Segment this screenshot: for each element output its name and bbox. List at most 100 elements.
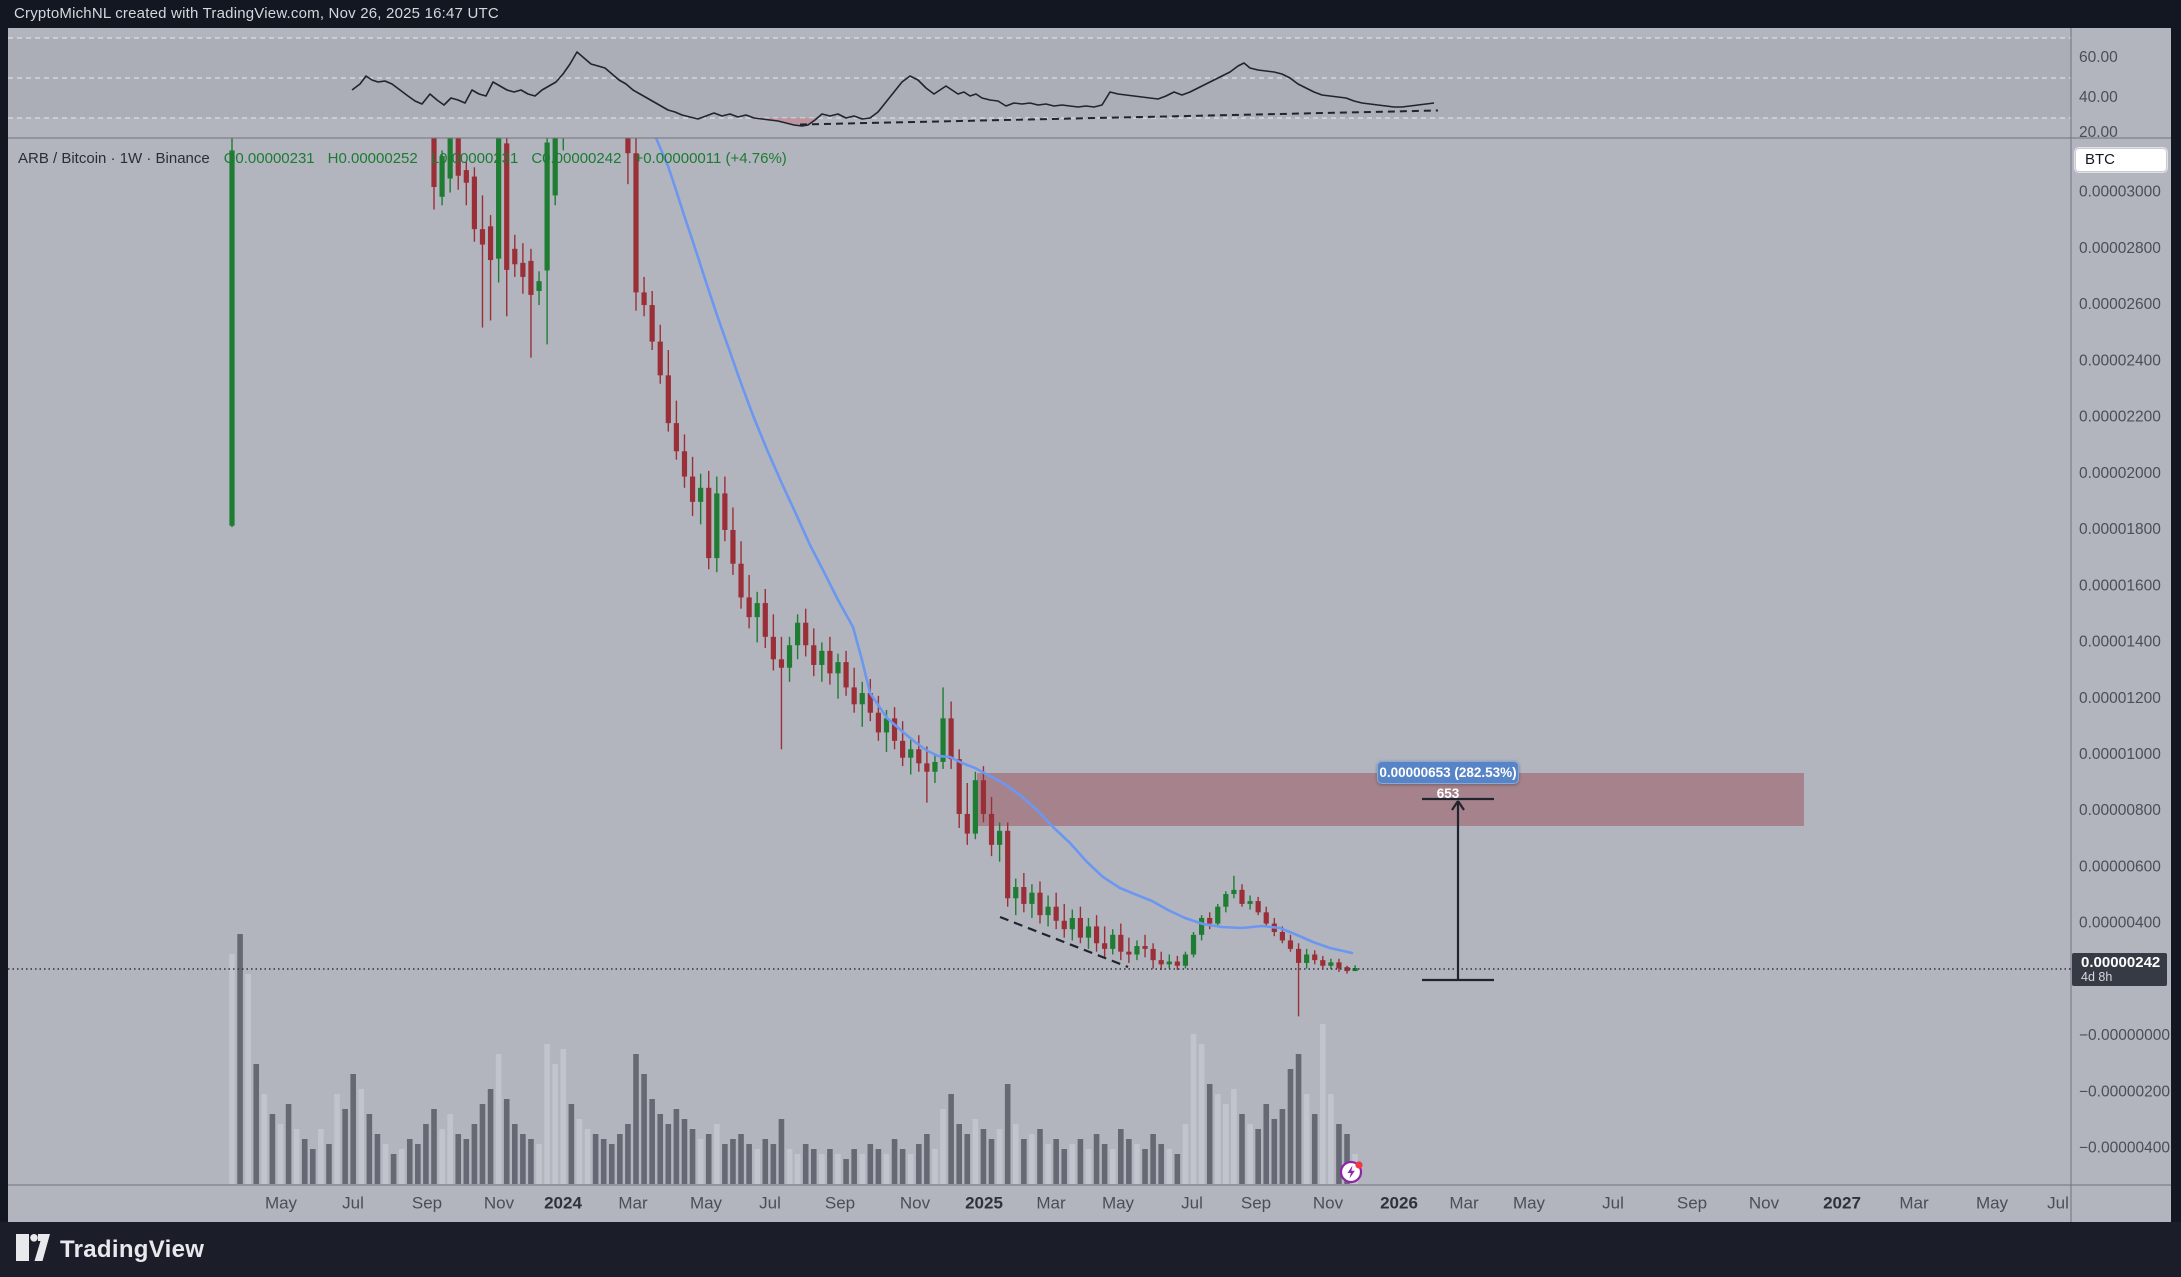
volume-bar (350, 1074, 356, 1184)
candle-body (698, 487, 704, 502)
volume-bar (584, 1129, 591, 1184)
price-axis[interactable]: 0.00003000 0.00002800 0.00002600 0.00002400… (2079, 184, 2170, 1157)
candle-body (1005, 830, 1011, 899)
rsi-tick-label: 40.00 (2079, 89, 2118, 106)
volume-bar (657, 1114, 664, 1184)
volume-bar (600, 1139, 607, 1184)
candle-body (891, 718, 898, 741)
volume-bar (1045, 1144, 1051, 1184)
rsi-pane[interactable] (8, 37, 2071, 127)
price-tick-label: 0.00001000 (2079, 746, 2161, 763)
time-tick-month: May (690, 1193, 723, 1212)
time-tick-month: Sep (1241, 1193, 1271, 1212)
candle-body (1223, 894, 1229, 907)
candle-body (908, 749, 914, 758)
candle-body (803, 622, 809, 646)
volume-bar (625, 1124, 631, 1184)
volume-bar (1263, 1104, 1270, 1184)
legend-close: C0.00000242 (531, 150, 622, 167)
volume-bar (681, 1119, 688, 1184)
price-tick-label: 0.00000600 (2079, 858, 2161, 875)
volume-bar (1166, 1149, 1173, 1184)
volume-bar (948, 1094, 954, 1184)
candle-body (851, 687, 857, 705)
candle-body (1287, 940, 1294, 949)
volume-bar (520, 1134, 526, 1184)
candle-body (1077, 917, 1083, 938)
candle-body (447, 138, 453, 179)
volume-bar (1021, 1139, 1027, 1184)
measure-tool[interactable] (1422, 797, 1494, 982)
price-tick-label: 0.00001600 (2079, 577, 2161, 594)
time-axis[interactable]: May Jul Sep Nov 2024 Mar May Jul Sep Nov 2025 Mar Ma… (265, 1193, 2069, 1212)
volume-bar (916, 1144, 922, 1184)
rsi-tick-label: 60.00 (2079, 49, 2118, 66)
price-tick-label: −0.00000000 (2079, 1027, 2170, 1044)
candle-body (1045, 906, 1051, 916)
volume-bar (301, 1139, 308, 1184)
price-pane[interactable] (8, 94, 2071, 1184)
candle-body (487, 226, 494, 261)
volume-bar (1271, 1119, 1278, 1184)
volume-bar (382, 1144, 389, 1184)
volume-bar (398, 1149, 405, 1184)
volume-bar (1077, 1139, 1084, 1184)
volume-bar (1101, 1144, 1108, 1184)
volume-bar (423, 1124, 429, 1184)
candle-body (1134, 946, 1140, 955)
volume-bar (277, 1124, 284, 1184)
currency-unit-button[interactable]: BTC (2075, 148, 2167, 172)
time-tick-month: Nov (1313, 1193, 1344, 1212)
candle-body (1053, 906, 1059, 921)
volume-bar (495, 1054, 502, 1184)
price-trendline[interactable] (999, 915, 1129, 969)
left-edge-strip (0, 28, 8, 1222)
tradingview-logo-icon[interactable] (16, 1233, 50, 1266)
tradingview-brand-text[interactable]: TradingView (60, 1235, 205, 1263)
symbol-legend[interactable]: ARB / Bitcoin · 1W · Binance O0.00000231 H… (18, 150, 800, 167)
lightning-icon (1339, 1160, 1363, 1184)
candle-body (722, 493, 728, 530)
candle-body (980, 780, 987, 814)
candle-body (1158, 960, 1164, 965)
candle-body (1352, 968, 1358, 972)
candle-body (1037, 892, 1043, 916)
volume-bar (1053, 1139, 1059, 1184)
time-tick-month: Sep (1677, 1193, 1707, 1212)
lightning-quick-action-button[interactable] (1339, 1160, 1364, 1184)
candle-body (786, 645, 793, 668)
time-tick-month: May (1102, 1193, 1135, 1212)
rsi-axis[interactable]: 60.00 40.00 20.00 (2079, 49, 2118, 141)
candle-body (1142, 946, 1148, 949)
candle-body (730, 529, 736, 564)
time-tick-month: Jul (759, 1193, 781, 1212)
moving-average-line (654, 138, 1354, 955)
candle-body (536, 281, 542, 291)
candle-body (689, 476, 696, 502)
volume-bar (1174, 1154, 1181, 1184)
volume-bar (1012, 1124, 1019, 1184)
volume-bar (1214, 1094, 1221, 1184)
volume-bar (1336, 1124, 1342, 1184)
candle-body (1013, 887, 1019, 899)
time-tick-month: May (1513, 1193, 1546, 1212)
volume-bar (851, 1149, 857, 1184)
time-tick-year: 2027 (1823, 1193, 1861, 1212)
candle-body (1295, 948, 1302, 963)
last-price-value: 0.00000242 (2081, 954, 2161, 971)
volume-bar (512, 1124, 518, 1184)
candle-body (665, 375, 671, 424)
candle-body (940, 718, 946, 762)
volume-bar (940, 1109, 946, 1184)
rsi-divergence-trendline[interactable] (799, 109, 1439, 126)
candle-body (657, 341, 663, 376)
candle-body (1069, 917, 1075, 930)
candle-body (229, 150, 235, 526)
price-tick-label: 0.00000800 (2079, 802, 2161, 819)
volume-bar (1198, 1044, 1205, 1184)
volume-bar (431, 1109, 437, 1184)
volume-bar (835, 1154, 841, 1184)
candle-body (883, 718, 890, 733)
